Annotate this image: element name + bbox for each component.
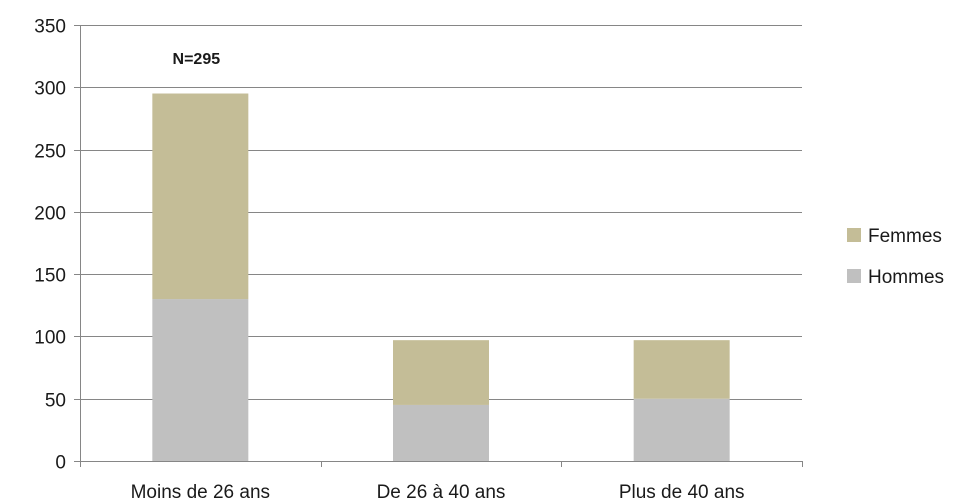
bar-hommes-0 bbox=[152, 299, 249, 461]
y-axis-ticks: 0 50 100 150 200 250 300 350 bbox=[34, 17, 80, 474]
y-tick-label: 350 bbox=[34, 17, 66, 38]
y-tick-label: 300 bbox=[34, 79, 66, 100]
legend: Femmes Hommes bbox=[847, 226, 944, 288]
legend-swatch-femmes bbox=[847, 228, 861, 242]
x-axis-labels: Moins de 26 ans De 26 à 40 ans Plus de 40 … bbox=[131, 482, 745, 503]
bar-femmes-0 bbox=[152, 93, 249, 300]
bar-hommes-1 bbox=[393, 404, 489, 461]
y-tick-label: 0 bbox=[55, 453, 66, 474]
axes bbox=[80, 25, 803, 467]
bar-hommes-2 bbox=[633, 398, 730, 461]
y-tick-label: 100 bbox=[34, 328, 66, 349]
y-tick-label: 200 bbox=[34, 204, 66, 225]
annotation-n-count: N=295 bbox=[173, 51, 221, 68]
y-tick-label: 50 bbox=[45, 391, 66, 412]
legend-label-femmes: Femmes bbox=[868, 226, 942, 247]
legend-swatch-hommes bbox=[847, 269, 861, 283]
y-tick-label: 150 bbox=[34, 266, 66, 287]
legend-label-hommes: Hommes bbox=[868, 267, 944, 288]
x-category-label: De 26 à 40 ans bbox=[377, 482, 506, 503]
y-tick-label: 250 bbox=[34, 142, 66, 163]
x-category-label: Moins de 26 ans bbox=[131, 482, 270, 503]
bar-femmes-2 bbox=[633, 340, 730, 399]
annotations: N=295 bbox=[173, 51, 221, 68]
bar-femmes-1 bbox=[393, 340, 489, 405]
x-category-label: Plus de 40 ans bbox=[619, 482, 745, 503]
bars bbox=[152, 93, 730, 461]
